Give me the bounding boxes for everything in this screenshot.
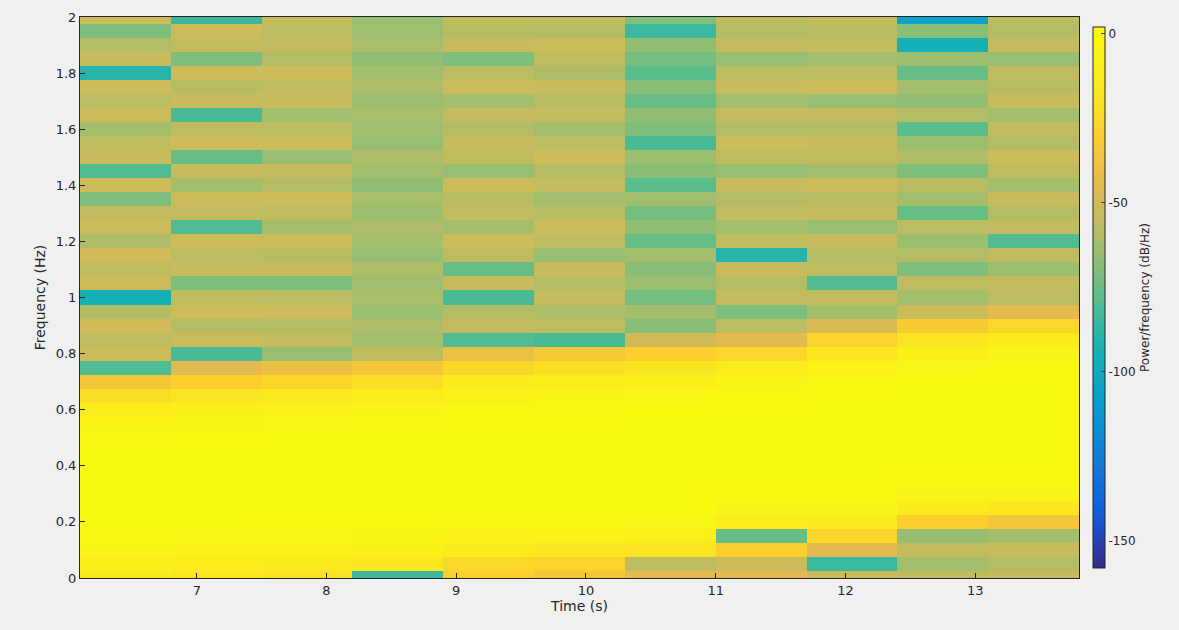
svg-text:Power/frequency (dB/Hz): Power/frequency (dB/Hz) [1138,223,1152,372]
svg-text:0: 0 [1108,27,1116,41]
svg-text:Frequency (Hz): Frequency (Hz) [32,245,48,351]
svg-text:11: 11 [707,583,724,598]
svg-text:0: 0 [68,571,76,586]
svg-text:0.8: 0.8 [56,346,77,361]
svg-text:8: 8 [322,583,330,598]
svg-text:1: 1 [68,290,76,305]
svg-text:9: 9 [452,583,460,598]
svg-text:0.4: 0.4 [56,458,77,473]
svg-text:10: 10 [578,583,595,598]
svg-text:0.6: 0.6 [56,402,77,417]
svg-text:-100: -100 [1108,365,1135,379]
svg-text:1.2: 1.2 [56,234,77,249]
svg-text:2: 2 [68,10,76,25]
svg-text:12: 12 [837,583,854,598]
svg-text:0.2: 0.2 [56,514,77,529]
svg-text:Time (s): Time (s) [550,598,608,614]
svg-text:1.6: 1.6 [56,122,77,137]
svg-text:13: 13 [967,583,984,598]
svg-text:7: 7 [193,583,201,598]
svg-text:1.8: 1.8 [56,66,77,81]
svg-text:-50: -50 [1108,196,1128,210]
svg-text:1.4: 1.4 [56,178,77,193]
svg-text:-150: -150 [1108,534,1135,548]
